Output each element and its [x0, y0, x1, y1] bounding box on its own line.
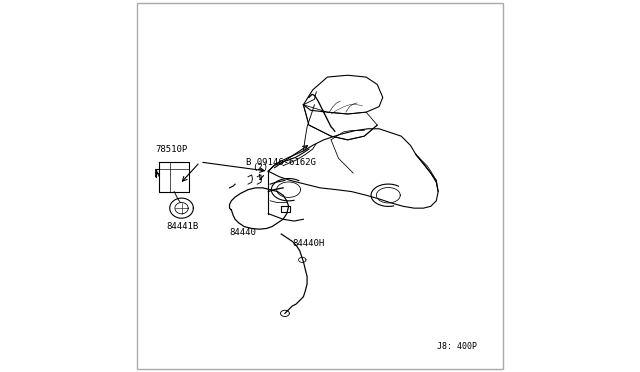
- Text: B 09146-6162G: B 09146-6162G: [246, 157, 316, 167]
- Text: J8: 400P: J8: 400P: [436, 342, 477, 351]
- Text: 84441B: 84441B: [167, 222, 199, 231]
- Text: (2): (2): [252, 163, 268, 172]
- Text: 84440H: 84440H: [292, 239, 324, 248]
- Text: 84440: 84440: [230, 228, 257, 237]
- Text: 78510P: 78510P: [156, 145, 188, 154]
